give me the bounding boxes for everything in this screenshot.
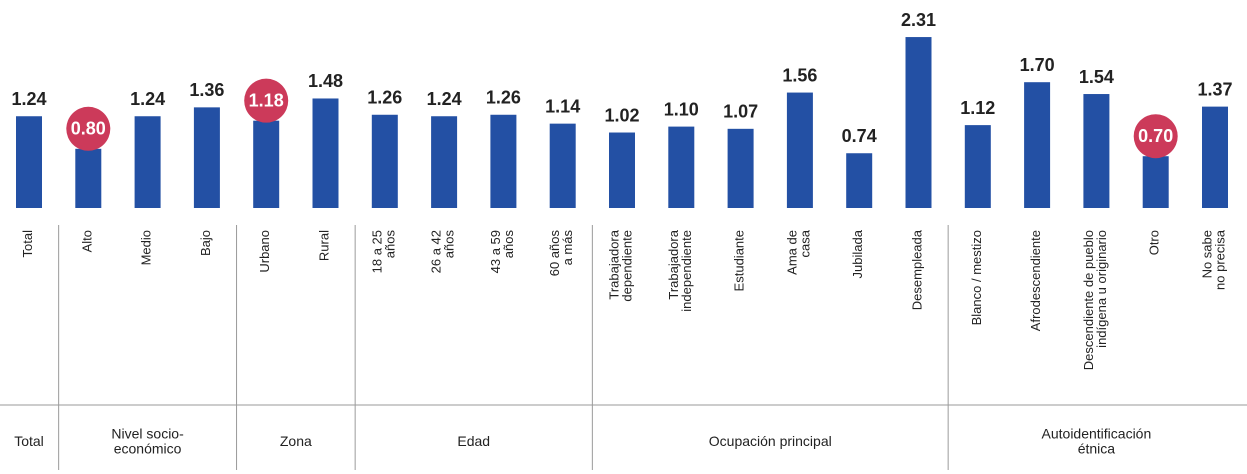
category-label: Total: [20, 230, 35, 258]
value-label: 0.74: [842, 126, 877, 146]
value-highlight: [1133, 114, 1178, 159]
group-label: Nivel socio-económico: [111, 425, 184, 456]
value-label: 0.80: [71, 119, 106, 139]
value-label: 1.26: [367, 88, 402, 108]
category-label: Ama decasa: [785, 229, 813, 275]
value-label: 1.02: [604, 105, 639, 125]
value-label: 1.54: [1079, 67, 1114, 87]
bar: [786, 92, 813, 208]
value-label: 2.31: [901, 10, 936, 30]
bar: [253, 120, 280, 208]
value-label: 1.36: [189, 80, 224, 100]
value-label: 1.26: [486, 88, 521, 108]
value-label: 1.14: [545, 96, 580, 116]
bar: [609, 132, 635, 208]
value-highlight: [244, 78, 289, 123]
group-label: Zona: [280, 433, 312, 449]
value-label: 1.24: [130, 89, 165, 109]
bar: [16, 116, 42, 208]
bar: [1024, 82, 1051, 208]
value-label: 1.07: [723, 102, 758, 122]
category-label: Medio: [139, 230, 154, 265]
category-label: Afrodescendiente: [1029, 230, 1044, 331]
value-label: 1.48: [308, 71, 343, 91]
category-label: 26 a 42años: [429, 230, 457, 274]
bar: [905, 37, 932, 209]
bar: [846, 153, 873, 208]
value-label: 1.37: [1197, 79, 1232, 99]
bar: [964, 125, 991, 208]
bar: [1202, 106, 1228, 208]
value-label: 1.56: [782, 65, 817, 85]
value-label: 0.70: [1138, 126, 1173, 146]
category-label: 60 añosa más: [548, 230, 576, 277]
category-label: Trabajadoraindependiente: [666, 229, 694, 311]
value-highlight: [66, 106, 111, 151]
bar: [727, 128, 754, 208]
bar: [1142, 156, 1169, 208]
category-label: 18 a 25años: [370, 230, 398, 274]
category-label: Jubilada: [851, 229, 866, 278]
category-label: Descendiente de puebloindígena u origina…: [1081, 230, 1109, 370]
value-label: 1.18: [249, 90, 284, 110]
bar: [75, 148, 102, 208]
value-label: 1.24: [427, 89, 462, 109]
category-label: Alto: [80, 230, 95, 252]
bar: [490, 114, 517, 208]
category-label: Trabajadoradependiente: [607, 229, 635, 301]
category-label: 43 a 59años: [488, 230, 516, 274]
category-label: Otro: [1147, 230, 1162, 255]
category-label: Bajo: [198, 230, 213, 256]
value-label: 1.70: [1020, 55, 1055, 75]
category-label: Urbano: [258, 230, 273, 273]
group-label: Autoidentificación étnica: [1042, 425, 1152, 456]
category-label: Rural: [317, 230, 332, 261]
bar: [431, 116, 458, 208]
category-label: Blanco / mestizo: [969, 230, 984, 325]
group-label: Total: [14, 433, 44, 449]
bar: [1083, 94, 1110, 208]
group-label: Ocupación principal: [709, 433, 832, 449]
category-label: Estudiante: [732, 230, 747, 291]
category-label: Desempleada: [910, 229, 925, 310]
value-label: 1.24: [11, 89, 46, 109]
bar: [668, 126, 695, 208]
bar: [134, 116, 161, 208]
group-label: Edad: [457, 433, 490, 449]
value-label: 1.10: [664, 99, 699, 119]
bar: [371, 114, 398, 208]
bar: [312, 98, 339, 208]
category-label: No sabeno precisa: [1200, 229, 1228, 290]
bar: [193, 107, 220, 208]
value-label: 1.12: [960, 98, 995, 118]
bar: [549, 123, 576, 208]
